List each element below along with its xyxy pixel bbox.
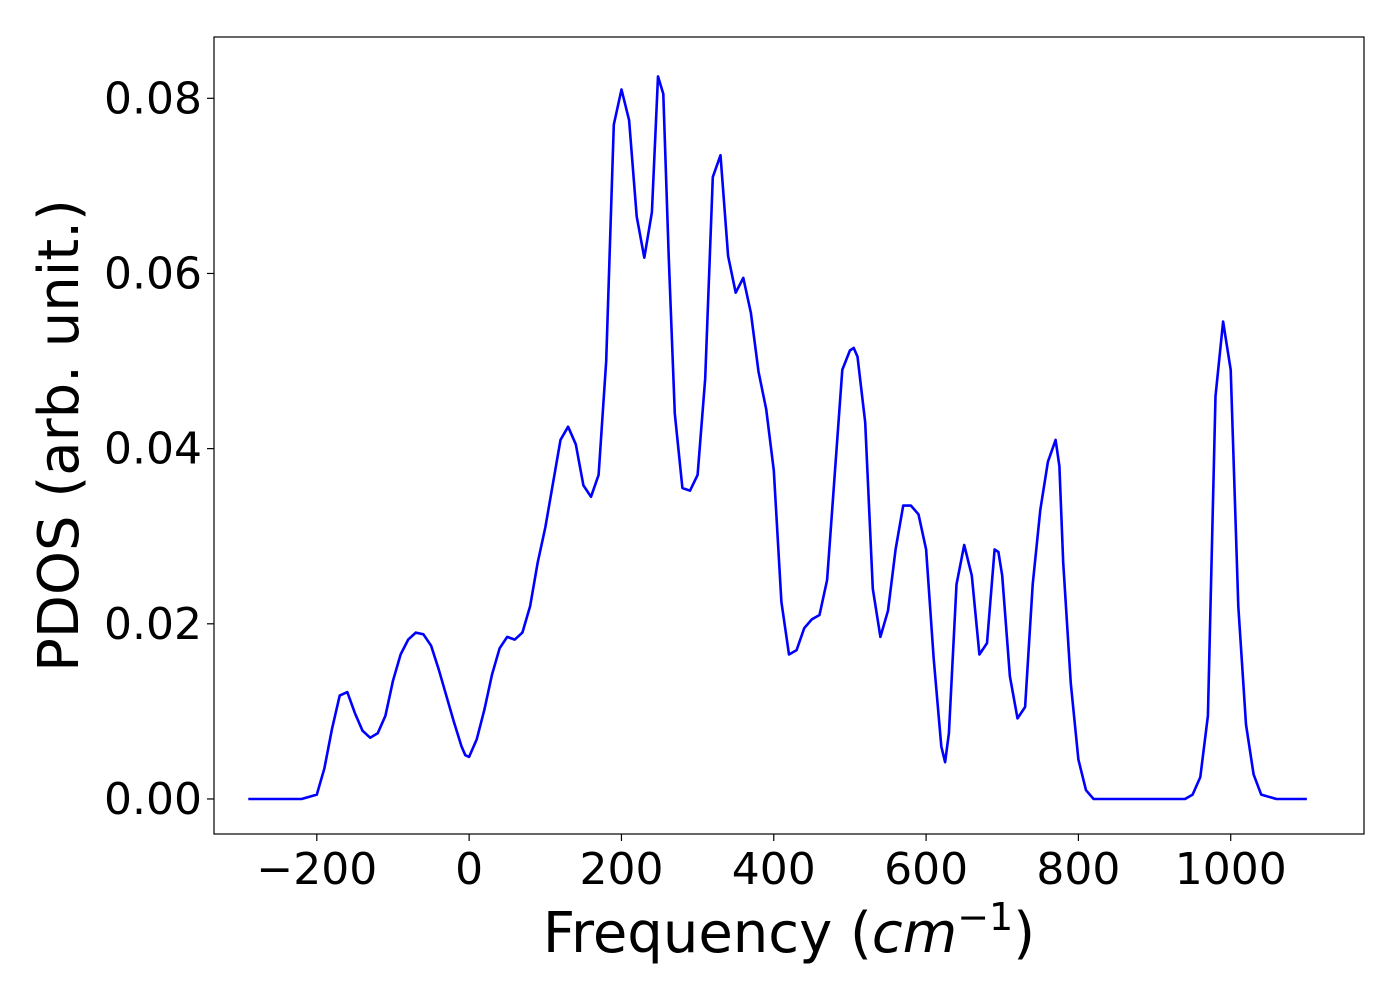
x-tick-label: 800 [1036,844,1120,895]
y-tick-label: 0.00 [104,774,202,825]
y-tick-label: 0.06 [104,248,202,299]
x-axis-title: Frequency (cm−1) [543,895,1035,966]
y-tick-label: 0.08 [104,73,202,124]
x-tick-label: 0 [455,844,483,895]
plot-area-frame [213,36,1365,835]
y-axis-ticks: 0.00 0.02 0.04 0.06 0.08 [104,73,214,825]
x-axis-title-text: Frequency ( [543,901,872,966]
x-axis-title-exponent: −1 [957,895,1013,939]
x-tick-label: 600 [884,844,968,895]
pdos-line-series [248,75,1307,801]
y-tick-label: 0.02 [104,599,202,650]
x-tick-label: −200 [256,844,377,895]
x-axis-ticks: −200 0 200 400 600 800 1000 [256,834,1287,895]
x-tick-label: 200 [579,844,663,895]
series-layer [248,75,1307,801]
y-tick-label: 0.04 [104,424,202,475]
x-tick-label: 1000 [1175,844,1287,895]
x-axis-title-close: ) [1013,901,1035,966]
x-tick-label: 400 [732,844,816,895]
y-axis-title: PDOS (arb. unit.) [27,199,92,672]
x-axis-title-unit: cm [872,901,957,966]
